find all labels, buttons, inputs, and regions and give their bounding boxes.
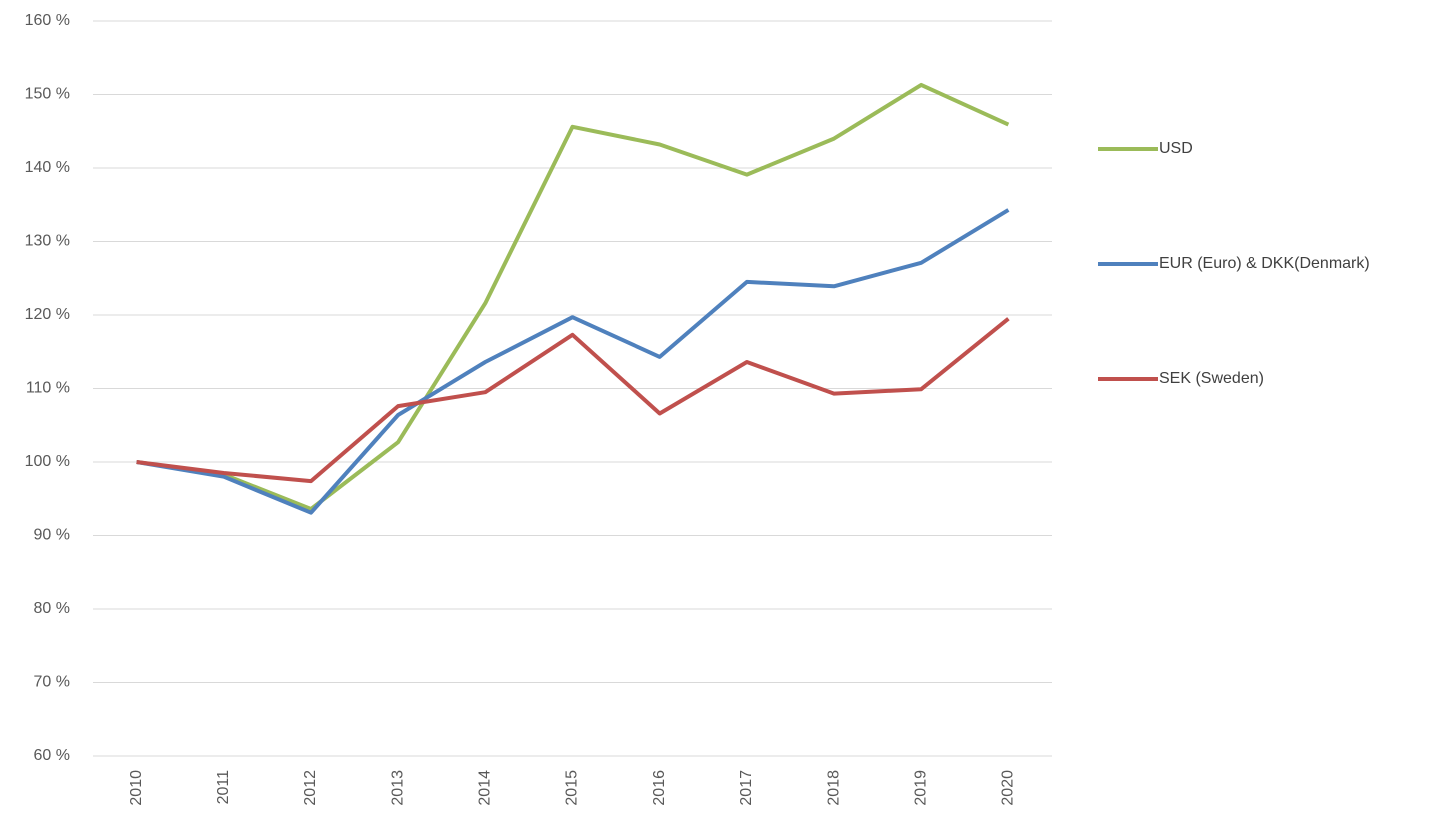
- y-tick-label: 120 %: [25, 306, 70, 323]
- x-tick-label: 2017: [738, 770, 755, 806]
- y-tick-label: 140 %: [25, 159, 70, 176]
- x-tick-label: 2011: [215, 770, 232, 805]
- x-tick-label: 2014: [477, 770, 494, 806]
- y-tick-label: 110 %: [26, 380, 70, 397]
- x-tick-label: 2019: [912, 770, 929, 806]
- x-tick-label: 2016: [651, 770, 668, 806]
- y-tick-label: 160 %: [25, 12, 70, 29]
- y-tick-label: 60 %: [34, 747, 70, 764]
- y-tick-label: 80 %: [34, 600, 70, 617]
- x-tick-label: 2020: [1000, 770, 1017, 806]
- y-tick-label: 130 %: [25, 233, 70, 250]
- y-tick-label: 100 %: [25, 453, 70, 470]
- legend-label: USD: [1159, 140, 1193, 157]
- legend-label: SEK (Sweden): [1159, 370, 1264, 387]
- series-line: [136, 208, 1010, 515]
- y-tick-label: 70 %: [34, 674, 70, 691]
- x-tick-label: 2013: [389, 770, 406, 806]
- y-tick-label: 90 %: [34, 527, 70, 544]
- y-tick-label: 150 %: [25, 86, 70, 103]
- x-tick-label: 2018: [825, 770, 842, 806]
- series-line: [136, 82, 1010, 511]
- series-line: [136, 317, 1010, 484]
- x-tick-label: 2015: [564, 770, 581, 806]
- x-tick-label: 2010: [128, 770, 145, 806]
- x-tick-label: 2012: [302, 770, 319, 806]
- legend-label: EUR (Euro) & DKK(Denmark): [1159, 255, 1370, 272]
